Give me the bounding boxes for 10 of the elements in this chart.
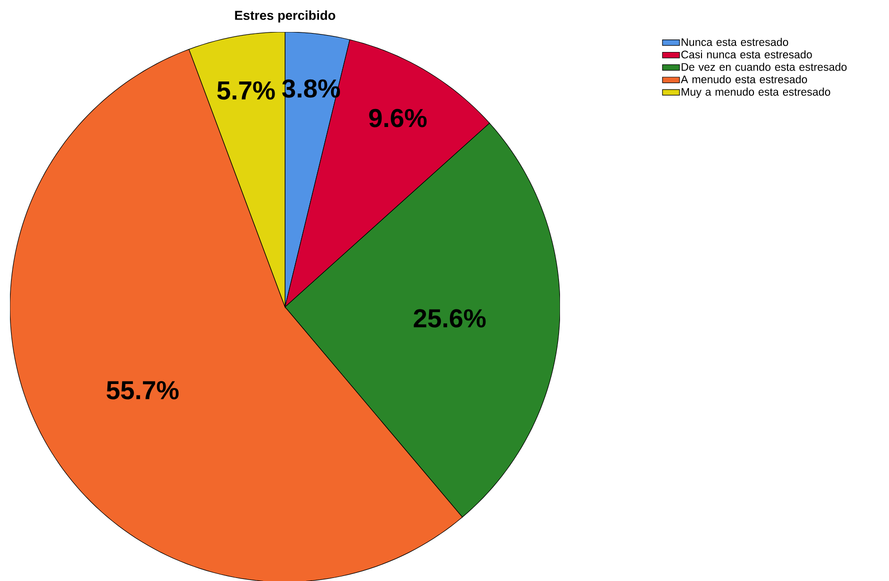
data-label: 25.6% <box>414 309 486 328</box>
legend-label: A menudo esta estresado <box>680 75 808 84</box>
data-label: 9.6% <box>369 108 427 128</box>
data-label: 55.7% <box>106 381 179 400</box>
legend-label: De vez en cuando esta estresado <box>682 62 847 71</box>
data-label: 5.7% <box>217 81 275 100</box>
chart-title: Estres percibido <box>235 10 336 22</box>
legend-label: Nunca esta estresado <box>682 38 788 46</box>
legend-label: Casi nunca esta estresado <box>681 50 812 58</box>
legend-label: Muy a menudo esta estresado <box>682 88 830 98</box>
